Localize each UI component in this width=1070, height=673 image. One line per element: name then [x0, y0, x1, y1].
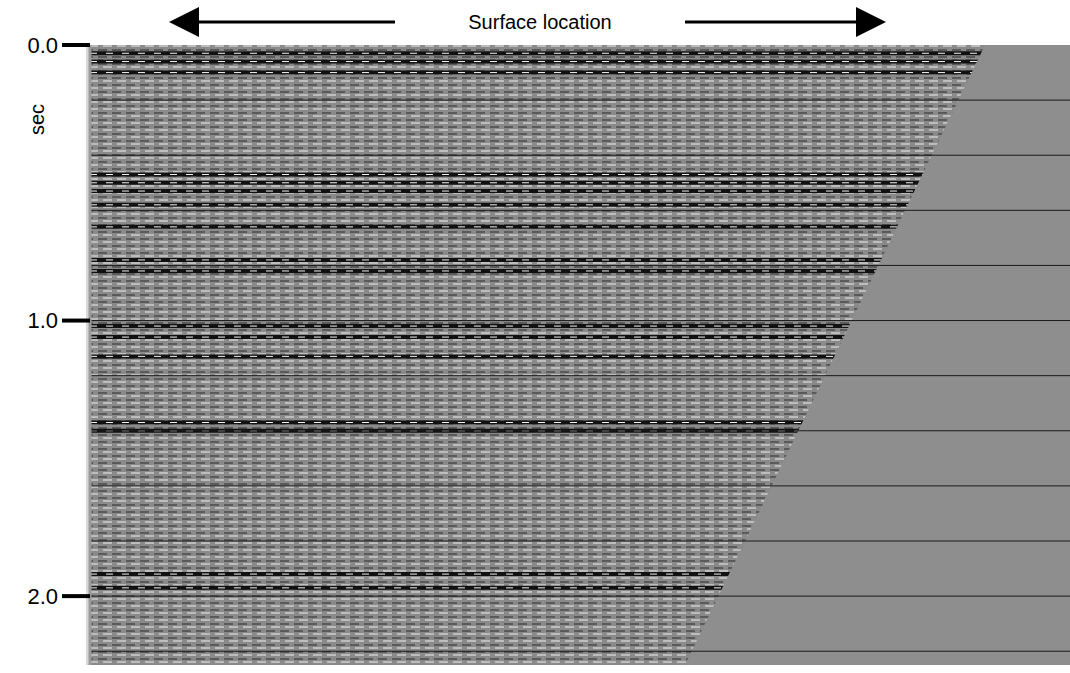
svg-text:1.0: 1.0 — [27, 308, 58, 333]
svg-text:2.0: 2.0 — [27, 584, 58, 609]
svg-text:0.0: 0.0 — [27, 33, 58, 58]
html-text:sec: sec — [26, 103, 49, 136]
svg-text:Surface location: Surface location — [468, 11, 611, 33]
